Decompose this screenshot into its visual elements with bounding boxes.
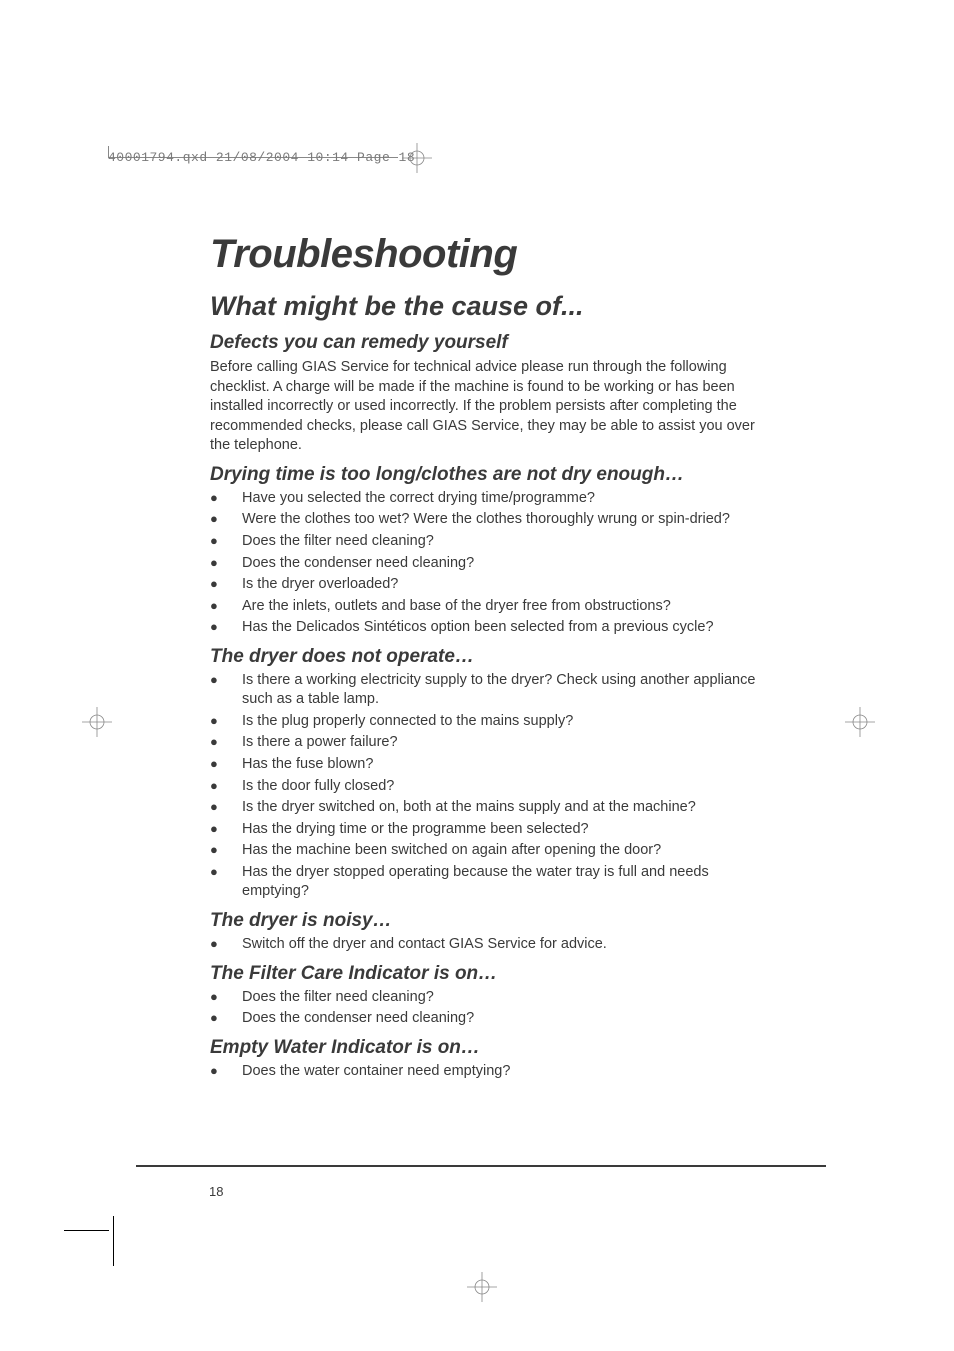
section-heading: The dryer is noisy… bbox=[210, 910, 762, 932]
bullet-list: Does the water container need emptying? bbox=[210, 1062, 762, 1082]
list-item: Is the door fully closed? bbox=[210, 777, 762, 797]
list-item: Does the condenser need cleaning? bbox=[210, 554, 762, 574]
list-item: Is the plug properly connected to the ma… bbox=[210, 712, 762, 732]
list-item: Does the water container need emptying? bbox=[210, 1062, 762, 1082]
list-item: Is there a working electricity supply to… bbox=[210, 671, 762, 710]
footer-rule bbox=[136, 1165, 826, 1167]
page-subtitle: What might be the cause of... bbox=[210, 291, 762, 322]
section-heading: Empty Water Indicator is on… bbox=[210, 1037, 762, 1059]
bullet-list: Is there a working electricity supply to… bbox=[210, 671, 762, 902]
list-item: Does the filter need cleaning? bbox=[210, 532, 762, 552]
intro-text: Before calling GIAS Service for technica… bbox=[210, 358, 762, 456]
page-number: 18 bbox=[209, 1184, 223, 1199]
list-item: Is there a power failure? bbox=[210, 733, 762, 753]
list-item: Switch off the dryer and contact GIAS Se… bbox=[210, 935, 762, 955]
registration-mark-icon bbox=[845, 707, 875, 737]
crop-mark bbox=[64, 1230, 109, 1231]
bullet-list: Switch off the dryer and contact GIAS Se… bbox=[210, 935, 762, 955]
list-item: Has the drying time or the programme bee… bbox=[210, 820, 762, 840]
list-item: Has the fuse blown? bbox=[210, 755, 762, 775]
list-item: Has the dryer stopped operating because … bbox=[210, 863, 762, 902]
page-title: Troubleshooting bbox=[210, 232, 762, 277]
list-item: Is the dryer switched on, both at the ma… bbox=[210, 798, 762, 818]
section-heading: The dryer does not operate… bbox=[210, 646, 762, 668]
list-item: Are the inlets, outlets and base of the … bbox=[210, 597, 762, 617]
list-item: Does the condenser need cleaning? bbox=[210, 1009, 762, 1029]
print-slug: 40001794.qxd 21/08/2004 10:14 Page 18 bbox=[108, 150, 415, 165]
section-heading: The Filter Care Indicator is on… bbox=[210, 963, 762, 985]
registration-mark-icon bbox=[82, 707, 112, 737]
registration-mark-icon bbox=[402, 143, 432, 173]
list-item: Has the Delicados Sintéticos option been… bbox=[210, 618, 762, 638]
crop-mark bbox=[113, 1216, 114, 1266]
list-item: Were the clothes too wet? Were the cloth… bbox=[210, 510, 762, 530]
list-item: Has the machine been switched on again a… bbox=[210, 841, 762, 861]
bullet-list: Does the filter need cleaning? Does the … bbox=[210, 988, 762, 1029]
section-heading: Drying time is too long/clothes are not … bbox=[210, 464, 762, 486]
intro-heading: Defects you can remedy yourself bbox=[210, 332, 762, 354]
list-item: Is the dryer overloaded? bbox=[210, 575, 762, 595]
page-content: Troubleshooting What might be the cause … bbox=[210, 232, 762, 1083]
registration-mark-icon bbox=[467, 1272, 497, 1302]
bullet-list: Have you selected the correct drying tim… bbox=[210, 489, 762, 638]
list-item: Have you selected the correct drying tim… bbox=[210, 489, 762, 509]
list-item: Does the filter need cleaning? bbox=[210, 988, 762, 1008]
